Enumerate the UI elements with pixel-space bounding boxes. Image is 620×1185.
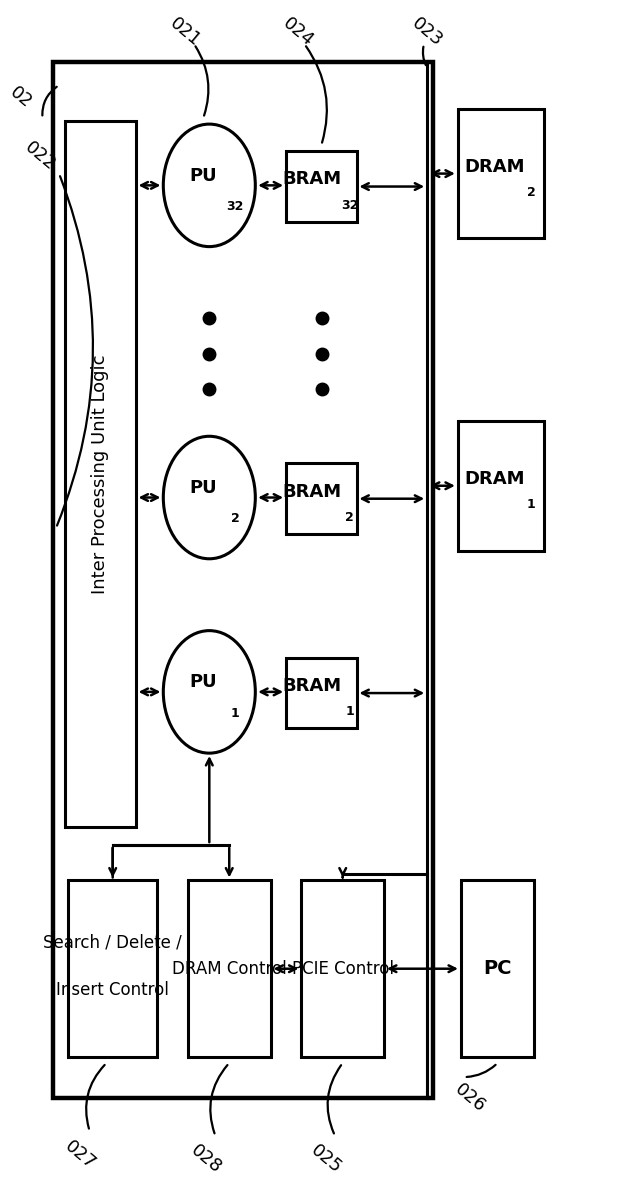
Text: 1: 1	[345, 705, 354, 718]
Text: 1: 1	[231, 706, 239, 719]
Bar	[286, 658, 356, 729]
Text: PCIE Control: PCIE Control	[292, 960, 394, 978]
Ellipse shape	[163, 630, 255, 754]
Text: Inter Processing Unit Logic: Inter Processing Unit Logic	[91, 354, 110, 594]
Text: PC: PC	[484, 959, 512, 978]
Text: 2: 2	[345, 511, 354, 524]
Bar	[286, 463, 356, 534]
Ellipse shape	[163, 124, 255, 246]
Text: 026: 026	[451, 1081, 489, 1116]
Text: DRAM: DRAM	[464, 158, 525, 175]
Text: 022: 022	[22, 137, 60, 174]
Bar	[65, 121, 136, 827]
Text: 32: 32	[226, 200, 244, 213]
Text: Search / Delete /: Search / Delete /	[43, 934, 182, 952]
Bar	[458, 421, 544, 551]
Text: BRAM: BRAM	[283, 677, 342, 694]
Text: PU: PU	[189, 673, 217, 692]
Ellipse shape	[163, 436, 255, 559]
Text: BRAM: BRAM	[283, 171, 342, 188]
Text: DRAM: DRAM	[464, 469, 525, 488]
Bar	[286, 152, 356, 222]
Text: 023: 023	[408, 14, 446, 50]
Text: 32: 32	[341, 199, 358, 212]
Bar	[188, 880, 271, 1057]
Text: PU: PU	[189, 479, 217, 497]
Text: 028: 028	[187, 1141, 225, 1178]
Text: 027: 027	[61, 1136, 99, 1173]
Text: 2: 2	[231, 512, 239, 525]
Text: DRAM Control: DRAM Control	[172, 960, 286, 978]
Text: PU: PU	[189, 167, 217, 185]
Text: 2: 2	[527, 186, 536, 199]
Bar	[301, 880, 384, 1057]
Text: 1: 1	[527, 498, 536, 511]
Text: Insert Control: Insert Control	[56, 981, 169, 999]
Bar	[458, 109, 544, 238]
Bar	[53, 62, 433, 1098]
Text: 025: 025	[307, 1141, 345, 1178]
Text: BRAM: BRAM	[283, 482, 342, 500]
Bar	[461, 880, 534, 1057]
Text: 021: 021	[166, 14, 203, 50]
Text: 02: 02	[6, 83, 35, 111]
Bar	[68, 880, 157, 1057]
Text: 024: 024	[280, 14, 317, 50]
